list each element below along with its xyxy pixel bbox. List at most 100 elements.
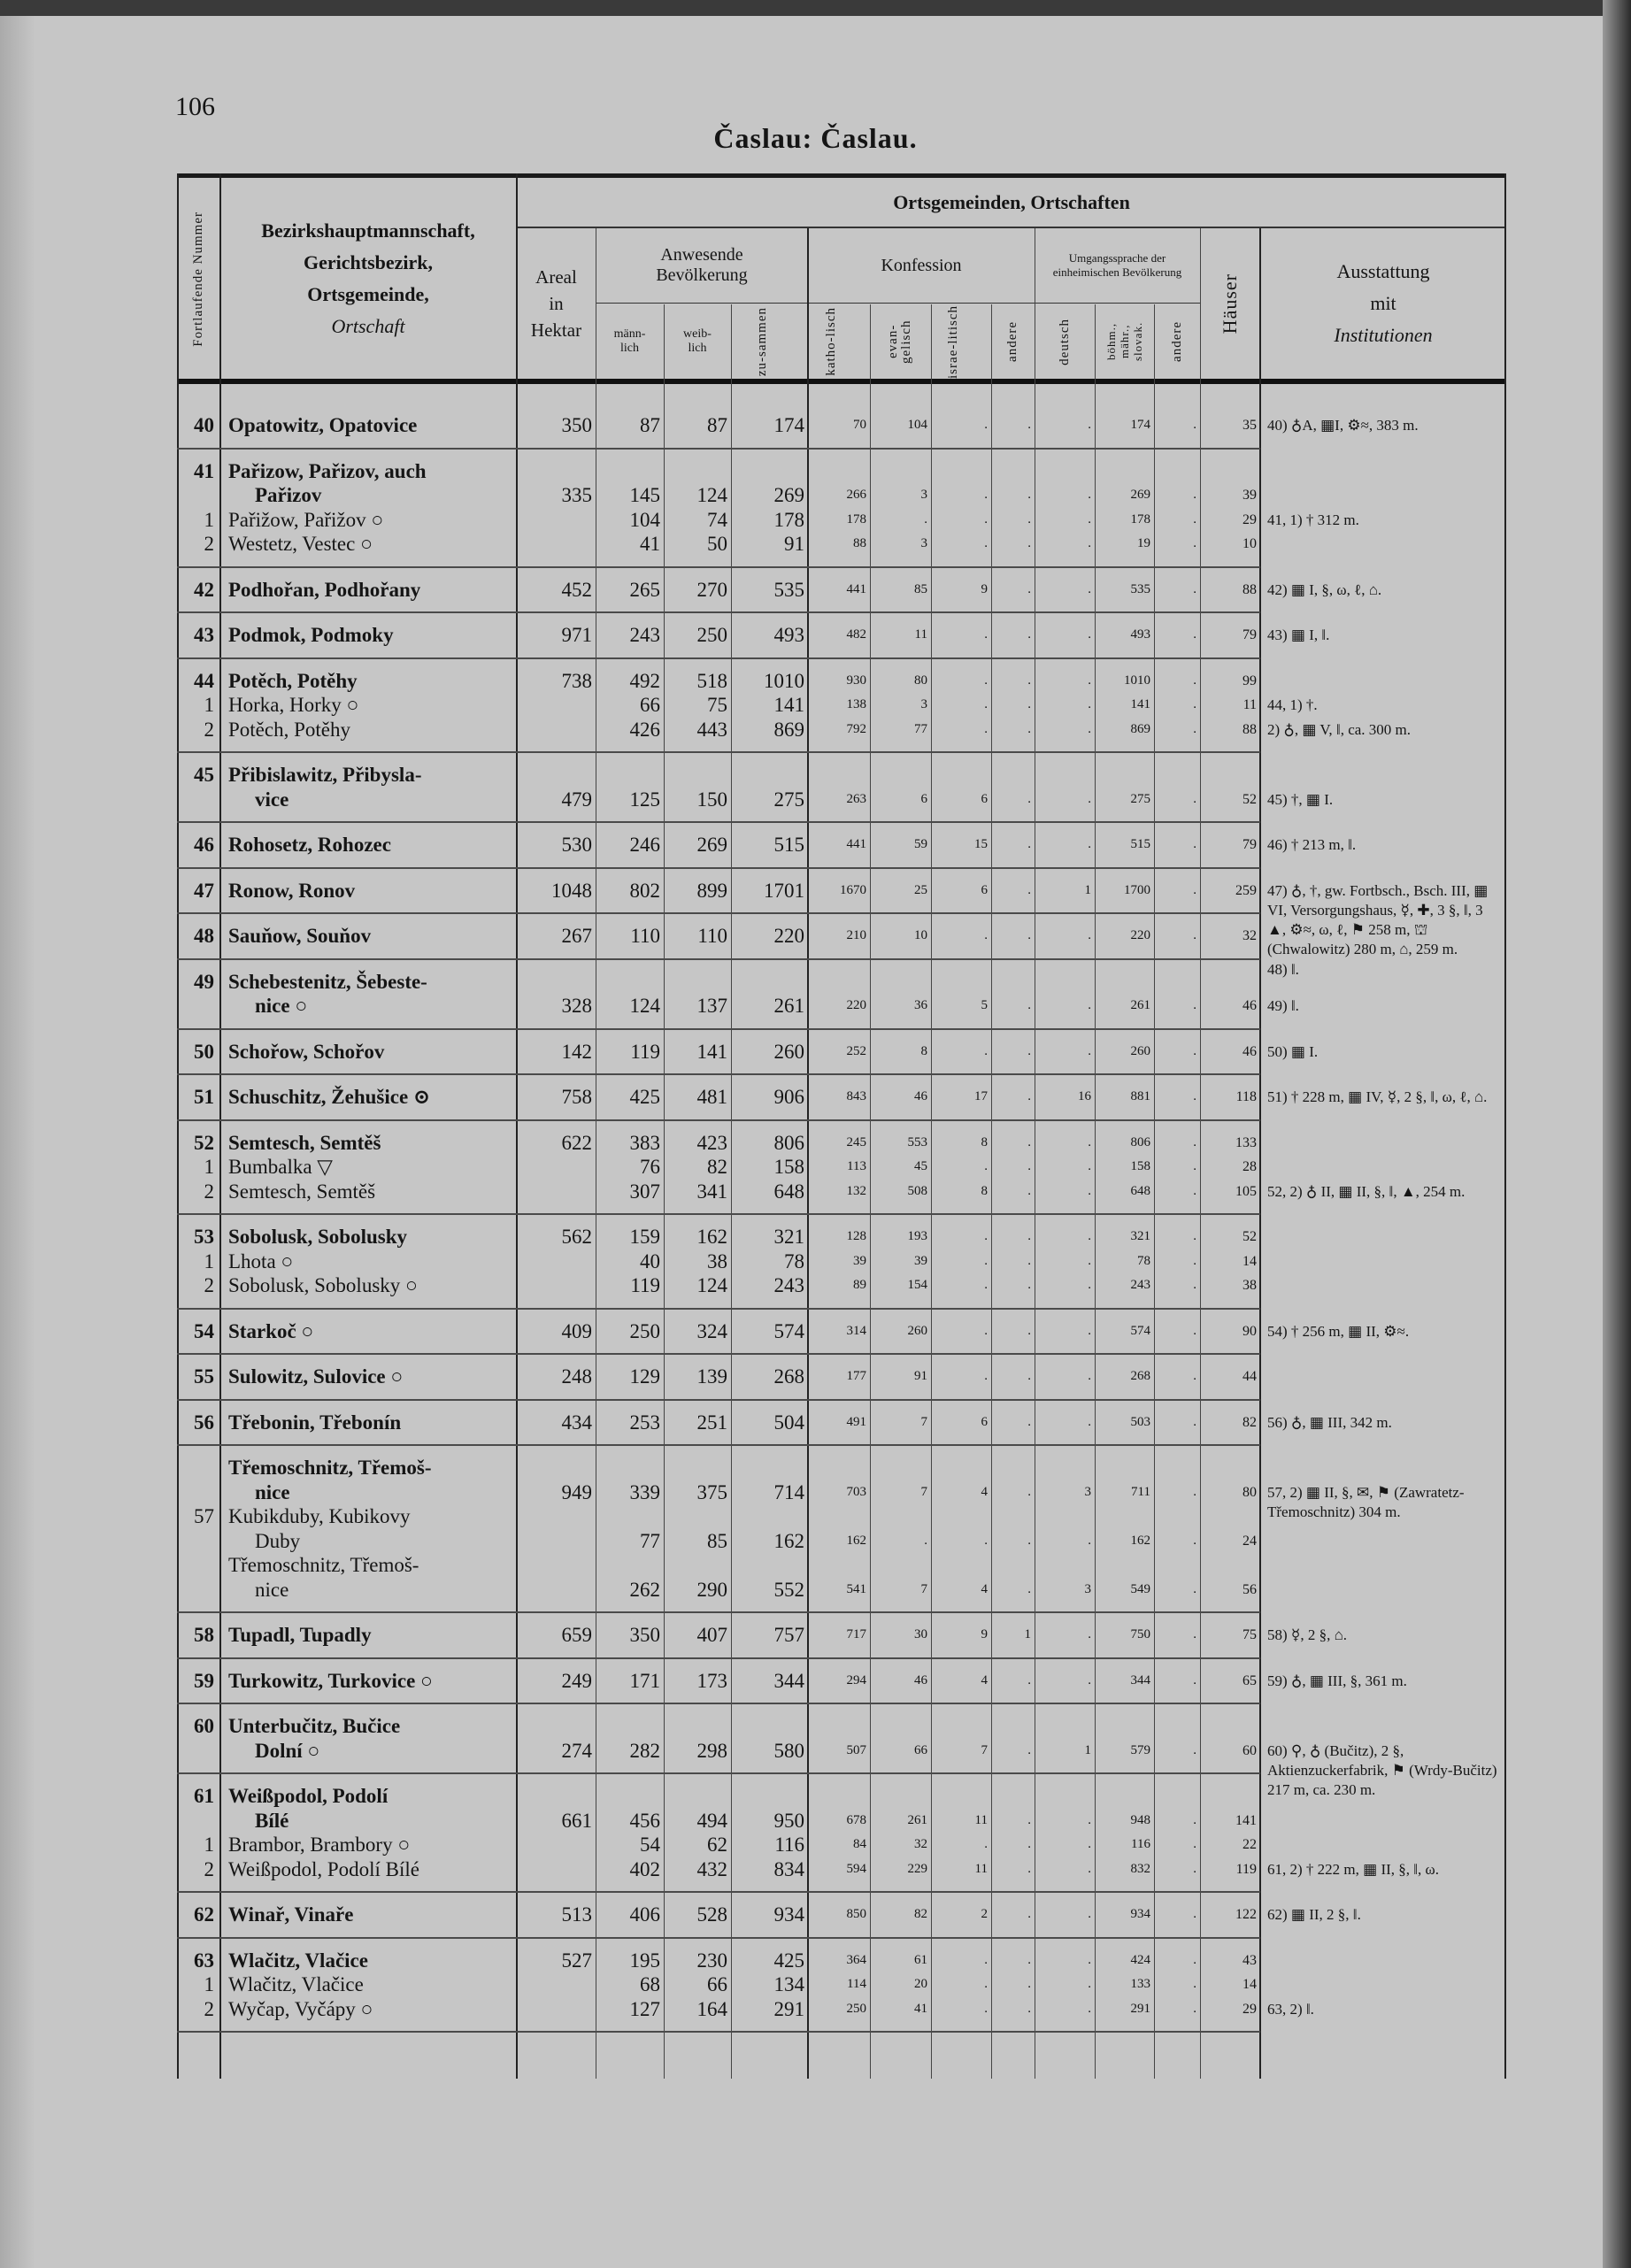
cell-konf-andere: .: [1027, 1484, 1031, 1499]
cell-boehmisch: 1700: [1124, 882, 1150, 897]
cell-weiblich: 139: [696, 1365, 728, 1388]
cell-sprache-andere: .: [1193, 1907, 1196, 1921]
page-title: Časlau: Časlau.: [713, 122, 918, 154]
cell-sprache-andere: .: [1193, 998, 1196, 1012]
cell-haeuser: 122: [1235, 1907, 1257, 1922]
header-rule: [517, 227, 1506, 228]
cell-areal: [517, 1529, 596, 1554]
place-name: Pařizow, Pařizov, auch: [228, 459, 427, 482]
cell-evangelisch: [870, 1714, 931, 1739]
cell-deutsch: .: [1088, 1952, 1091, 1967]
cell-zusammen: 574: [773, 1319, 805, 1342]
cell-evangelisch: 80: [914, 673, 927, 688]
cell-evangelisch: 32: [914, 1837, 927, 1851]
cell-haeuser: 38: [1242, 1278, 1257, 1293]
cell-boehmisch: 579: [1130, 1742, 1151, 1757]
table-row-group: 41 Pařizow, Pařizov, auch Pařizov 335 145 124…: [177, 450, 1260, 568]
cell-sprache-andere: .: [1193, 791, 1196, 806]
place-name: Podmok, Podmoky: [228, 624, 394, 646]
place-name: Sobolusk, Sobolusky: [228, 1226, 408, 1248]
row-number: 51: [194, 1086, 214, 1108]
cell-israelitisch: .: [984, 2001, 988, 2016]
row-number: 1: [204, 1973, 215, 1995]
cell-zusammen: 275: [773, 788, 805, 811]
header-israelitisch-label: israe-litisch: [946, 304, 960, 379]
cell-sprache-andere: .: [1193, 418, 1196, 432]
cell-weiblich: 74: [707, 508, 727, 531]
row-number: 43: [194, 624, 214, 646]
table-row-group: 54 Starkoč ○ 409 250 324 574 314 260... 574. 90: [177, 1310, 1260, 1355]
cell-areal: 622: [561, 1131, 593, 1154]
cell-zusammen: 425: [773, 1949, 805, 1972]
cell-haeuser: [1200, 1784, 1260, 1809]
header-name-line: Gerichtsbezirk,: [303, 251, 434, 273]
cell-weiblich: 899: [696, 879, 728, 902]
cell-boehmisch: 806: [1130, 1134, 1151, 1149]
cell-boehmisch: 832: [1130, 1861, 1151, 1876]
cell-maennlich: 41: [640, 533, 660, 555]
cell-konf-andere: .: [1027, 697, 1031, 711]
cell-weiblich: 375: [696, 1480, 728, 1503]
cell-zusammen: 260: [773, 1040, 805, 1063]
cell-zusammen: 141: [773, 694, 805, 716]
cell-deutsch: [1035, 1456, 1095, 1480]
header-sprache-andere: andere: [1154, 304, 1200, 379]
cell-israelitisch: [931, 970, 991, 995]
table-body: 40 Opatowitz, Opatovice 350 87 87 174 70 104...…: [177, 386, 1506, 2033]
cell-haeuser: 105: [1235, 1183, 1257, 1199]
cell-boehmisch: 934: [1130, 1907, 1151, 1921]
cell-weiblich: 481: [696, 1086, 728, 1108]
cell-haeuser: 88: [1242, 721, 1257, 737]
cell-katholisch: 792: [846, 721, 867, 736]
cell-sprache-andere: [1154, 1553, 1200, 1578]
cell-areal: 738: [561, 669, 593, 692]
cell-deutsch: .: [1088, 488, 1091, 502]
cell-katholisch: 314: [846, 1323, 867, 1338]
cell-sprache-andere: .: [1193, 1484, 1196, 1499]
cell-zusammen: 1701: [764, 879, 804, 902]
cell-areal: [517, 508, 596, 533]
cell-sprache-andere: .: [1193, 1627, 1196, 1641]
header-ausstattung: Ausstattung mit Institutionen: [1260, 228, 1506, 379]
cell-sprache-andere: .: [1193, 1581, 1196, 1596]
cell-haeuser: 133: [1235, 1134, 1257, 1150]
column-rule: [1095, 304, 1096, 2079]
cell-deutsch: .: [1088, 1533, 1091, 1548]
header-name: Bezirkshauptmannschaft, Gerichtsbezirk, …: [219, 179, 517, 379]
cell-evangelisch: [870, 1456, 931, 1480]
cell-deutsch: .: [1088, 721, 1091, 736]
cell-areal: 267: [561, 925, 593, 947]
cell-deutsch: .: [1088, 791, 1091, 806]
table-row: 58 Tupadl, Tupadly 659 350 407 757 717 30 9 1. 750…: [177, 1623, 1260, 1648]
cell-maennlich: 171: [629, 1669, 661, 1692]
cell-konf-andere: 1: [1024, 1627, 1032, 1641]
cell-boehmisch: [1095, 970, 1154, 995]
cell-boehmisch: 141: [1130, 697, 1151, 711]
cell-konf-andere: .: [1027, 1089, 1031, 1103]
cell-israelitisch: 17: [974, 1089, 988, 1103]
cell-areal: [517, 1997, 596, 2022]
header-rule: [808, 303, 1035, 304]
cell-evangelisch: 85: [914, 581, 927, 596]
cell-boehmisch: [1095, 763, 1154, 788]
cell-maennlich: [596, 1553, 664, 1578]
cell-haeuser: 28: [1242, 1159, 1257, 1174]
ausstattung-note: 51) † 228 m, ▦ IV, ☿, 2 §, ‖, ω, ℓ, ⌂.: [1267, 1088, 1488, 1105]
cell-evangelisch: 46: [914, 1089, 927, 1103]
column-rule: [1200, 228, 1201, 2079]
cell-areal: [517, 532, 596, 557]
cell-haeuser: [1200, 1714, 1260, 1739]
place-name: Sauňow, Souňov: [228, 925, 372, 947]
header-umgangssprache: Umgangssprache der einheimischen Bevölke…: [1052, 251, 1182, 279]
place-name: Dolní ○: [255, 1739, 320, 1762]
cell-israelitisch: 4: [981, 1672, 989, 1688]
cell-evangelisch: 59: [914, 837, 927, 851]
cell-konf-andere: .: [1027, 673, 1031, 688]
cell-weiblich: 38: [707, 1249, 727, 1272]
ausstattung-note: 43) ▦ I, ‖.: [1267, 627, 1330, 643]
cell-konf-andere: [991, 1504, 1035, 1529]
cell-katholisch: 678: [846, 1812, 867, 1827]
cell-israelitisch: .: [984, 1229, 988, 1243]
header-zusammen: zu-sammen: [731, 304, 808, 379]
cell-evangelisch: [870, 763, 931, 788]
